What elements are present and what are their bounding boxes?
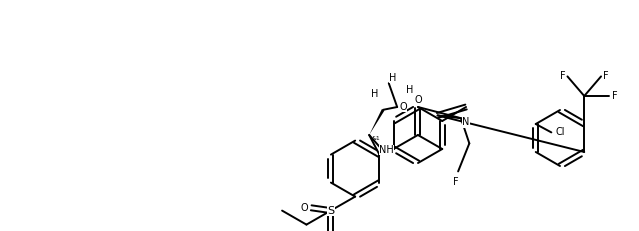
Text: &1: &1 [371, 137, 380, 142]
Text: Cl: Cl [555, 128, 565, 137]
Text: O: O [414, 95, 422, 105]
Text: H: H [389, 73, 397, 83]
Text: F: F [612, 91, 617, 101]
Text: F: F [453, 177, 459, 187]
Text: F: F [603, 71, 609, 81]
Text: H: H [371, 89, 378, 99]
Text: H: H [406, 85, 413, 95]
Text: F: F [560, 71, 566, 81]
Polygon shape [369, 109, 385, 135]
Text: O: O [300, 203, 308, 213]
Text: NH: NH [379, 145, 394, 155]
Text: N: N [462, 117, 470, 127]
Text: O: O [399, 102, 407, 112]
Text: S: S [327, 206, 334, 216]
